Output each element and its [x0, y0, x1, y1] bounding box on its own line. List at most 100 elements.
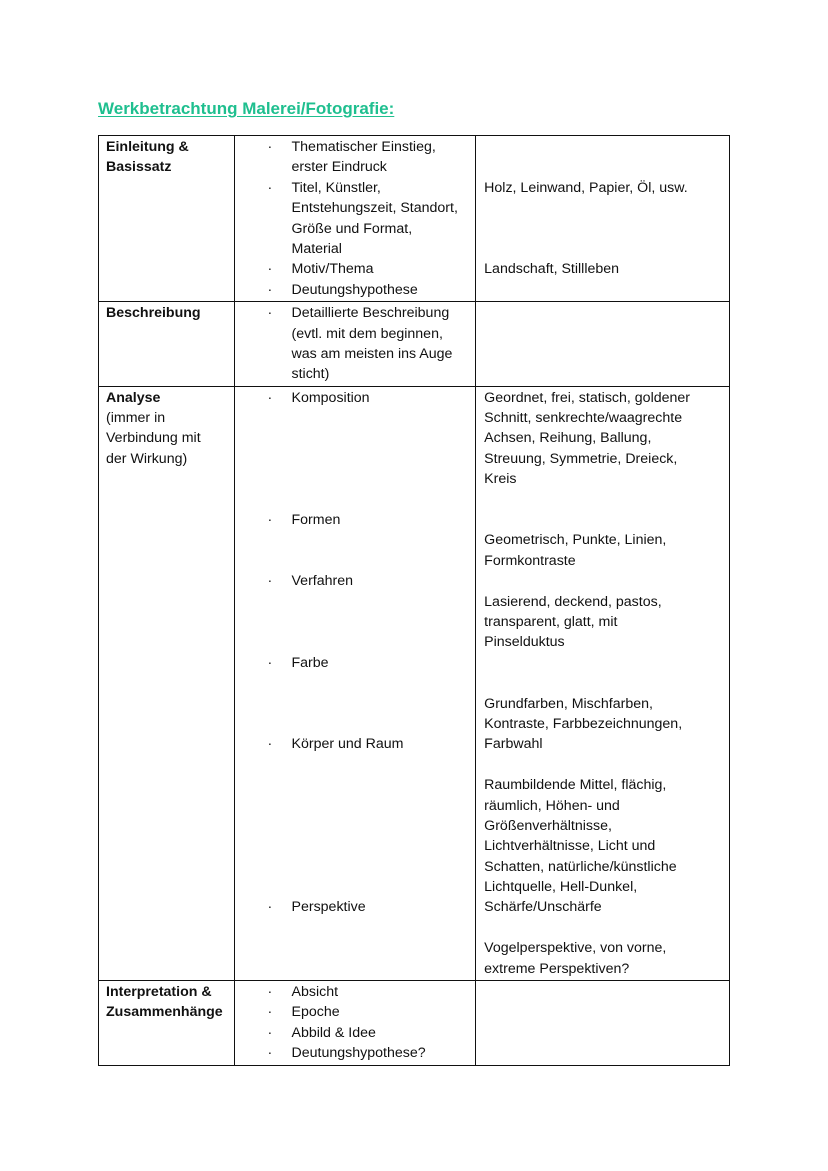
- list-item: [235, 877, 470, 897]
- list-item: [235, 836, 470, 856]
- list-item: [235, 918, 470, 938]
- note-line: extreme Perspektiven?: [484, 960, 630, 977]
- list-item-text: Formen: [291, 512, 341, 529]
- note-line: Schatten, natürliche/künstliche: [484, 858, 677, 875]
- list-item: [235, 857, 470, 877]
- notes-cell: [475, 301, 730, 387]
- section-heading-cell: Analyse (immer in Verbindung mit der Wirkun…: [98, 385, 235, 982]
- list-item-text: Größe und Format,: [291, 220, 413, 237]
- notes-cell: Geordnet, frei, statisch, goldener Schnit…: [475, 385, 730, 982]
- bullet-icon: ·: [267, 305, 273, 322]
- note-line: Raumbildende Mittel, flächig,: [484, 777, 667, 794]
- list-item: [235, 490, 470, 510]
- list-item-text: Abbild & Idee: [291, 1024, 376, 1041]
- list-item: Entstehungszeit, Standort,: [235, 198, 470, 218]
- list-item: · Formen: [235, 510, 470, 530]
- bullet-icon: ·: [267, 1045, 273, 1062]
- section-heading: Beschreibung: [106, 305, 201, 322]
- list-item: [235, 755, 470, 775]
- analysis-table: Einleitung & Basissatz · Thematischer Einst…: [98, 134, 730, 1066]
- note-line: Geometrisch, Punkte, Linien,: [484, 532, 667, 549]
- note-line: Geordnet, frei, statisch, goldener: [484, 389, 691, 406]
- note-line: Größenverhältnisse,: [484, 817, 612, 834]
- note-line: räumlich, Höhen- und: [484, 797, 620, 814]
- note-line: Kontraste, Farbbezeichnungen,: [484, 715, 683, 732]
- note-line: Holz, Leinwand, Papier, Öl, usw.: [484, 179, 688, 196]
- note-line: Lichtverhältnisse, Licht und: [484, 838, 656, 855]
- bullet-icon: ·: [267, 139, 273, 155]
- list-item: · Komposition: [235, 388, 470, 408]
- bullet-icon: ·: [267, 654, 273, 671]
- list-item-text: Komposition: [291, 389, 370, 406]
- note-line: Pinselduktus: [484, 634, 565, 651]
- note-line: [484, 1043, 723, 1063]
- list-item-text: Detaillierte Beschreibung: [291, 305, 450, 322]
- list-item: Größe und Format,: [235, 219, 470, 239]
- note-line: Landschaft, Stillleben: [484, 261, 620, 278]
- section-heading-cell: Beschreibung: [98, 301, 235, 387]
- document-title: Werkbetrachtung Malerei/Fotografie:: [98, 99, 395, 118]
- bullet-icon: ·: [267, 389, 273, 406]
- note-line: [484, 219, 723, 239]
- section-heading: Basissatz: [106, 159, 172, 176]
- list-item-text: Material: [291, 240, 342, 257]
- note-line: [484, 324, 723, 344]
- list-item-text: Motiv/Thema: [291, 261, 374, 278]
- list-item: [235, 694, 470, 714]
- list-item: Material: [235, 239, 470, 259]
- list-item: sticht): [235, 364, 470, 384]
- note-line: [484, 198, 723, 218]
- list-item: · Verfahren: [235, 571, 470, 591]
- list-item: · Detaillierte Beschreibung: [235, 303, 470, 323]
- note-line: [484, 137, 723, 157]
- list-item: [235, 449, 470, 469]
- list-item: [235, 673, 470, 693]
- list-item: [235, 408, 470, 428]
- table-row: Beschreibung · Detaillierte Beschreibung (e…: [98, 301, 730, 387]
- note-line: [484, 490, 723, 510]
- note-line: Streuung, Symmetrie, Dreieck,: [484, 450, 678, 467]
- note-line: Achsen, Reihung, Ballung,: [484, 430, 652, 447]
- list-item-text: Epoche: [291, 1004, 340, 1021]
- list-item: [235, 530, 470, 550]
- table-row: Interpretation & Zusammenhänge · Absicht · Ep…: [98, 980, 730, 1066]
- note-line: [484, 303, 723, 323]
- list-item: was am meisten ins Auge: [235, 344, 470, 364]
- note-line: [484, 918, 723, 938]
- list-item: [235, 959, 470, 979]
- note-line: Lasierend, deckend, pastos,: [484, 593, 662, 610]
- list-item-text: sticht): [291, 366, 330, 383]
- bullet-icon: ·: [267, 573, 273, 590]
- list-item-text: Entstehungszeit, Standort,: [291, 200, 458, 217]
- bullet-icon: ·: [267, 1004, 273, 1021]
- bullet-icon: ·: [267, 736, 273, 753]
- list-item: · Perspektive: [235, 897, 470, 917]
- list-item: [235, 592, 470, 612]
- list-item: · Farbe: [235, 653, 470, 673]
- note-line: Vogelperspektive, von vorne,: [484, 940, 667, 957]
- bullet-icon: ·: [267, 1024, 273, 1041]
- list-item: · Titel, Künstler,: [235, 178, 470, 198]
- list-item-text: Deutungshypothese?: [291, 1045, 426, 1062]
- note-line: [484, 280, 723, 300]
- list-item: [235, 714, 470, 734]
- section-heading: Einleitung &: [106, 139, 189, 155]
- list-item: [235, 632, 470, 652]
- points-cell: · Thematischer Einstieg, erster Eindruck · T…: [233, 134, 477, 303]
- note-line: Kreis: [484, 471, 517, 488]
- list-item: · Körper und Raum: [235, 734, 470, 754]
- section-heading: Interpretation &: [106, 984, 212, 1001]
- note-line: transparent, glatt, mit: [484, 613, 618, 630]
- bullet-icon: ·: [267, 281, 273, 298]
- list-item: · Absicht: [235, 982, 470, 1002]
- bullet-icon: ·: [267, 512, 273, 529]
- section-heading: Zusammenhänge: [106, 1004, 223, 1021]
- note-line: Grundfarben, Mischfarben,: [484, 695, 653, 712]
- list-item-text: Deutungshypothese: [291, 281, 418, 298]
- points-cell: · Detaillierte Beschreibung (evtl. mit dem…: [233, 301, 477, 387]
- bullet-icon: ·: [267, 179, 273, 196]
- list-item: · Thematischer Einstieg,: [235, 137, 470, 157]
- section-heading-cell: Interpretation & Zusammenhänge: [98, 980, 235, 1066]
- table-row: Analyse (immer in Verbindung mit der Wirkun…: [98, 385, 730, 982]
- note-line: [484, 755, 723, 775]
